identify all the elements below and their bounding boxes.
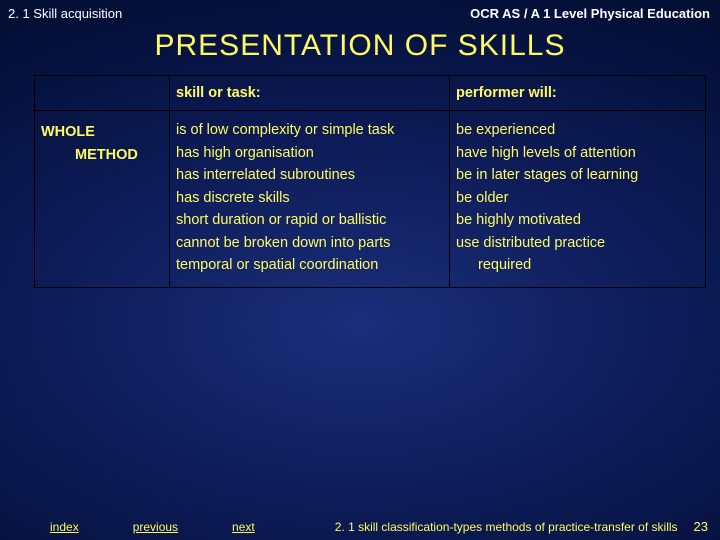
index-link[interactable]: index — [50, 520, 79, 534]
method-name-cell: WHOLE METHOD — [35, 111, 170, 287]
method-line-1: WHOLE — [41, 121, 163, 143]
slide-header: 2. 1 Skill acquisition OCR AS / A 1 Leve… — [0, 0, 720, 23]
skills-table-container: skill or task: performer will: WHOLE MET… — [34, 75, 706, 288]
table-header-row: skill or task: performer will: — [35, 76, 706, 111]
skill-item: has interrelated subroutines — [176, 164, 443, 186]
skill-item: temporal or spatial coordination — [176, 254, 443, 276]
method-line-2: METHOD — [41, 144, 163, 166]
slide-footer: index previous next 2. 1 skill classific… — [0, 519, 720, 534]
skill-item: short duration or rapid or ballistic — [176, 209, 443, 231]
header-cell-performer: performer will: — [450, 76, 706, 111]
skill-item: cannot be broken down into parts — [176, 232, 443, 254]
footer-caption: 2. 1 skill classification-types methods … — [335, 520, 678, 534]
skills-table: skill or task: performer will: WHOLE MET… — [34, 75, 706, 288]
skill-cell: is of low complexity or simple task has … — [170, 111, 450, 287]
header-cell-method — [35, 76, 170, 111]
table-row: WHOLE METHOD is of low complexity or sim… — [35, 111, 706, 287]
performer-item: be older — [456, 187, 699, 209]
performer-item: use distributed practice — [456, 232, 699, 254]
performer-item: be highly motivated — [456, 209, 699, 231]
skill-item: has discrete skills — [176, 187, 443, 209]
skill-item: has high organisation — [176, 142, 443, 164]
skill-item: is of low complexity or simple task — [176, 119, 443, 141]
performer-item: be in later stages of learning — [456, 164, 699, 186]
page-number: 23 — [694, 519, 708, 534]
next-link[interactable]: next — [232, 520, 255, 534]
performer-item: have high levels of attention — [456, 142, 699, 164]
header-course: OCR AS / A 1 Level Physical Education — [470, 6, 710, 21]
previous-link[interactable]: previous — [133, 520, 178, 534]
performer-cell: be experienced have high levels of atten… — [450, 111, 706, 287]
performer-item: required — [456, 254, 699, 276]
header-topic: 2. 1 Skill acquisition — [8, 6, 122, 21]
page-title: PRESENTATION OF SKILLS — [0, 29, 720, 63]
performer-item: be experienced — [456, 119, 699, 141]
header-cell-skill: skill or task: — [170, 76, 450, 111]
